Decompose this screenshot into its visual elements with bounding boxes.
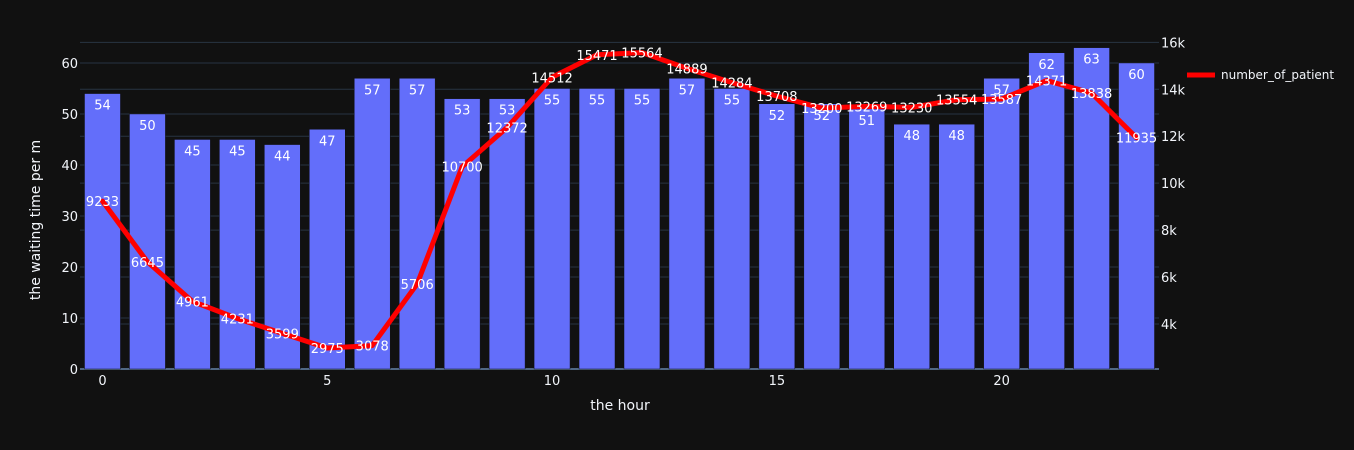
bar-value-label: 62	[1038, 58, 1055, 73]
line-layer	[99, 50, 1140, 351]
patient-line[interactable]	[99, 50, 1140, 351]
bar-value-label: 63	[1083, 53, 1100, 68]
y2-tick-label: 6k	[1161, 271, 1177, 286]
line-value-label: 4961	[176, 295, 209, 310]
line-value-label: 14512	[531, 71, 572, 86]
y2-tick-label: 8k	[1161, 224, 1177, 239]
line-value-label: 6645	[131, 256, 164, 271]
y-tick-label: 10	[61, 312, 78, 327]
bar[interactable]	[488, 98, 526, 370]
line-value-label: 14371	[1026, 75, 1067, 90]
bars-layer	[84, 47, 1155, 370]
ticks-layer: 0 10 20 30 40 50 60 4k 6k 8k 10k 12k 14k 16k 0 5 10 15 20	[61, 36, 1185, 389]
bar[interactable]	[893, 123, 930, 370]
y2-tick-label: 10k	[1161, 177, 1186, 192]
bar[interactable]	[578, 88, 616, 370]
line-value-label: 13554	[936, 94, 977, 109]
line-value-label: 13708	[756, 90, 797, 105]
bar-value-label: 57	[679, 83, 696, 98]
bar-value-label: 55	[724, 93, 741, 108]
bar-value-label: 60	[1128, 68, 1145, 83]
bar[interactable]	[803, 103, 841, 370]
bar-value-label: 52	[814, 109, 831, 124]
bar[interactable]	[1028, 52, 1065, 370]
legend-label: number_of_patient	[1221, 68, 1334, 82]
bar-value-label: 44	[274, 150, 291, 165]
line-value-label: 9233	[86, 195, 119, 210]
line-value-label: 13269	[846, 100, 887, 115]
line-value-label: 2975	[311, 342, 344, 357]
bar-value-label: 48	[903, 129, 920, 144]
line-value-label: 15471	[576, 49, 617, 64]
bar-value-label: 55	[544, 93, 561, 108]
bar[interactable]	[443, 98, 481, 370]
bar[interactable]	[84, 93, 121, 370]
bar[interactable]	[219, 139, 256, 370]
bar[interactable]	[623, 88, 661, 370]
bar[interactable]	[309, 129, 346, 370]
y-tick-label: 50	[61, 108, 78, 123]
line-value-label: 3599	[266, 327, 299, 342]
x-tick-label: 10	[544, 374, 561, 389]
y2-tick-label: 14k	[1161, 83, 1186, 98]
line-value-label: 15564	[621, 47, 662, 62]
bar-value-label: 50	[139, 119, 156, 134]
bar[interactable]	[848, 108, 886, 370]
bar[interactable]	[1118, 62, 1155, 370]
bar-value-label: 55	[634, 93, 651, 108]
line-value-label: 13838	[1071, 87, 1112, 102]
x-tick-label: 5	[323, 374, 331, 389]
y-tick-label: 30	[61, 210, 78, 225]
bar[interactable]	[533, 88, 571, 370]
bar-value-label: 57	[409, 83, 426, 98]
line-value-label: 14889	[666, 62, 707, 77]
y-tick-label: 60	[61, 57, 78, 72]
bar[interactable]	[758, 103, 796, 370]
bar[interactable]	[713, 88, 751, 370]
bar-value-label: 53	[499, 104, 516, 119]
bar-value-label: 45	[184, 144, 201, 159]
line-value-label: 13200	[801, 102, 842, 117]
y-tick-label: 20	[61, 261, 78, 276]
line-value-label: 11935	[1116, 132, 1157, 147]
bar[interactable]	[398, 78, 436, 370]
x-tick-label: 0	[98, 374, 106, 389]
x-tick-label: 20	[993, 374, 1010, 389]
bar-value-label: 57	[364, 83, 381, 98]
bar-value-label: 55	[589, 93, 606, 108]
bar[interactable]	[668, 78, 706, 370]
line-value-label: 12372	[486, 121, 527, 136]
legend[interactable]: number_of_patient	[1187, 68, 1334, 82]
line-value-label: 13230	[891, 101, 932, 116]
bar[interactable]	[1073, 47, 1110, 370]
line-value-label: 3078	[356, 340, 389, 355]
y2-tick-label: 12k	[1161, 130, 1186, 145]
bar-value-label: 51	[858, 114, 875, 129]
line-value-label: 10700	[441, 161, 482, 176]
bar-value-label: 47	[319, 134, 336, 149]
line-value-label: 5706	[401, 278, 434, 293]
bar-value-label: 54	[94, 99, 111, 114]
y2-tick-label: 4k	[1161, 318, 1177, 333]
y2-tick-label: 16k	[1161, 36, 1186, 51]
bar-value-label: 48	[948, 129, 965, 144]
bar[interactable]	[983, 78, 1020, 370]
bar-value-label: 52	[769, 109, 786, 124]
bar-value-label: 53	[454, 104, 471, 119]
bar[interactable]	[353, 78, 391, 370]
y-tick-label: 40	[61, 159, 78, 174]
x-tick-label: 15	[769, 374, 786, 389]
x-axis-title: the hour	[590, 398, 650, 414]
bar[interactable]	[938, 123, 975, 370]
y-axis-title: the waiting time per m	[28, 140, 44, 300]
bar-value-label: 57	[993, 83, 1010, 98]
bar[interactable]	[174, 139, 211, 370]
line-value-label: 13587	[981, 93, 1022, 108]
bar-value-label: 45	[229, 144, 246, 159]
line-value-label: 4231	[221, 313, 254, 328]
line-value-label: 14284	[711, 77, 752, 92]
y-tick-label: 0	[70, 363, 78, 378]
labels-layer: 54 50 45 45 44 47 57 57 53 53 55 55 55 57 55 52 52 51 48 48…	[86, 47, 1157, 357]
